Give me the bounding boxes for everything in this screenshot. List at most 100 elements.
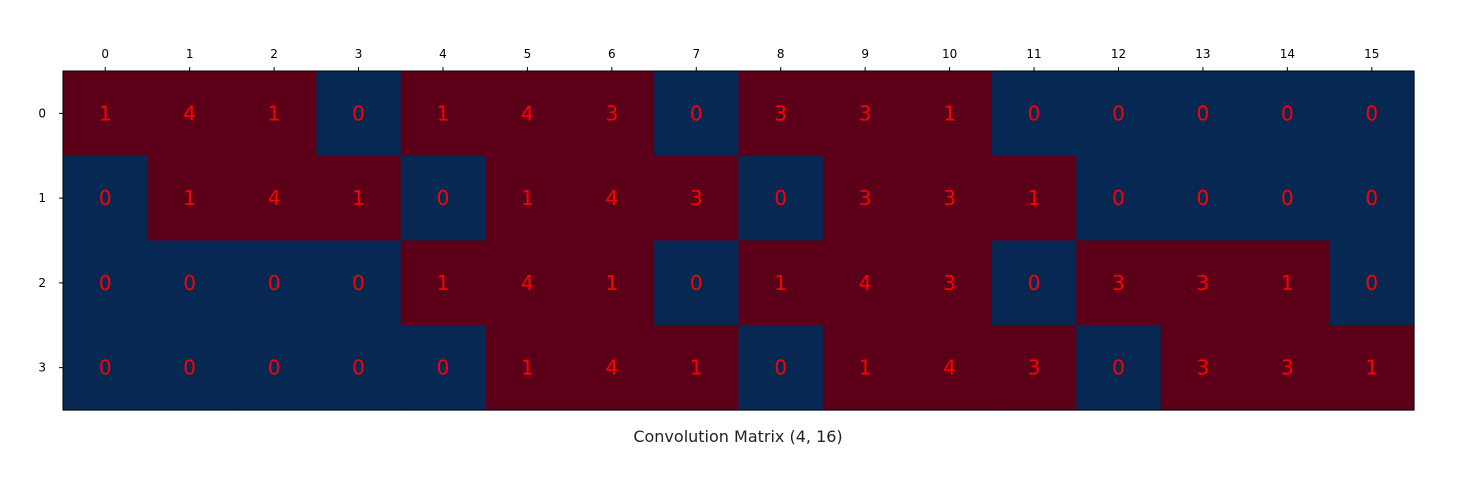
cell-value-r2-c3: 0 bbox=[352, 271, 365, 295]
cell-value-r2-c8: 1 bbox=[774, 271, 787, 295]
heatmap-cell-r3-c11 bbox=[991, 325, 1077, 411]
cell-value-r2-c12: 3 bbox=[1112, 271, 1125, 295]
heatmap-cell-r2-c8 bbox=[738, 240, 824, 326]
heatmap-cell-r2-c6 bbox=[569, 240, 655, 326]
cell-value-r0-c13: 0 bbox=[1197, 101, 1210, 125]
x-tick-label-15: 15 bbox=[1364, 47, 1379, 61]
x-axis-label: Convolution Matrix (4, 16) bbox=[633, 427, 842, 446]
cell-value-r0-c14: 0 bbox=[1281, 101, 1294, 125]
cell-value-r3-c15: 1 bbox=[1365, 356, 1378, 380]
heatmap-cell-r3-c10 bbox=[907, 325, 993, 411]
cell-value-r2-c11: 0 bbox=[1028, 271, 1041, 295]
x-tick-label-1: 1 bbox=[186, 47, 194, 61]
heatmap-cell-r0-c1 bbox=[147, 71, 233, 157]
heatmap-cell-r0-c2 bbox=[231, 71, 317, 157]
heatmap-cell-labels: 1 4 1 0 1 4 3 0 3 3 1 0 0 0 0 0 0 1 4 1 0 1 4 3 0 3 3 1 0 0 0 0 0 0 0 0 1 4 1 0… bbox=[99, 101, 1378, 379]
heatmap-cell-r0-c7 bbox=[654, 71, 740, 157]
heatmap-cell-r1-c11 bbox=[991, 155, 1077, 242]
heatmap-cell-r0-c12 bbox=[1076, 71, 1162, 157]
x-tick-label-6: 6 bbox=[608, 47, 616, 61]
heatmap-cell-r2-c11 bbox=[991, 240, 1077, 326]
cell-value-r2-c14: 1 bbox=[1281, 271, 1294, 295]
cell-value-r3-c6: 4 bbox=[605, 356, 618, 380]
x-tick-label-9: 9 bbox=[861, 47, 869, 61]
heatmap-cell-r3-c8 bbox=[738, 325, 824, 411]
heatmap-cell-r1-c7 bbox=[654, 155, 740, 242]
heatmap-cell-r2-c5 bbox=[485, 240, 571, 326]
cell-value-r1-c14: 0 bbox=[1281, 186, 1294, 210]
heatmap-cell-r1-c2 bbox=[231, 155, 317, 242]
cell-value-r1-c7: 3 bbox=[690, 186, 703, 210]
heatmap-cell-r2-c2 bbox=[231, 240, 317, 326]
x-tick-label-11: 11 bbox=[1026, 47, 1041, 61]
cell-value-r1-c2: 4 bbox=[268, 186, 281, 210]
heatmap-cell-r3-c3 bbox=[316, 325, 402, 411]
cell-value-r0-c2: 1 bbox=[268, 101, 281, 125]
heatmap-cell-r2-c9 bbox=[822, 240, 908, 326]
heatmap-cell-r3-c13 bbox=[1160, 325, 1246, 411]
cell-value-r3-c10: 4 bbox=[943, 356, 956, 380]
heatmap-cell-r2-c0 bbox=[63, 240, 149, 326]
y-tick-label-3: 3 bbox=[38, 361, 46, 375]
x-tick-label-10: 10 bbox=[942, 47, 957, 61]
x-tick-label-0: 0 bbox=[101, 47, 109, 61]
heatmap-cell-r0-c13 bbox=[1160, 71, 1246, 157]
x-tick-label-13: 13 bbox=[1195, 47, 1210, 61]
y-tick-label-0: 0 bbox=[38, 106, 46, 120]
cell-value-r3-c1: 0 bbox=[183, 356, 196, 380]
heatmap-cell-r3-c7 bbox=[654, 325, 740, 411]
cell-value-r0-c8: 3 bbox=[774, 101, 787, 125]
heatmap-cell-r0-c4 bbox=[400, 71, 486, 157]
x-tick-label-4: 4 bbox=[439, 47, 447, 61]
x-tick-label-8: 8 bbox=[777, 47, 785, 61]
heatmap-cells bbox=[63, 71, 1415, 411]
heatmap-cell-r2-c1 bbox=[147, 240, 233, 326]
cell-value-r2-c10: 3 bbox=[943, 271, 956, 295]
heatmap-cell-r1-c12 bbox=[1076, 155, 1162, 242]
plot-frame bbox=[62, 70, 1415, 411]
heatmap-cell-r0-c6 bbox=[569, 71, 655, 157]
heatmap-cell-r3-c6 bbox=[569, 325, 655, 411]
x-tick-label-12: 12 bbox=[1111, 47, 1126, 61]
cell-value-r0-c7: 0 bbox=[690, 101, 703, 125]
heatmap-cell-r0-c9 bbox=[822, 71, 908, 157]
cell-value-r0-c1: 4 bbox=[183, 101, 196, 125]
cell-value-r2-c2: 0 bbox=[268, 271, 281, 295]
heatmap-cell-r0-c8 bbox=[738, 71, 824, 157]
cell-value-r3-c14: 3 bbox=[1281, 356, 1294, 380]
cell-value-r2-c13: 3 bbox=[1197, 271, 1210, 295]
x-tick-label-5: 5 bbox=[524, 47, 532, 61]
heatmap-cell-r1-c1 bbox=[147, 155, 233, 242]
cell-value-r0-c10: 1 bbox=[943, 101, 956, 125]
cell-value-r3-c3: 0 bbox=[352, 356, 365, 380]
heatmap-cell-r2-c10 bbox=[907, 240, 993, 326]
cell-value-r1-c4: 0 bbox=[437, 186, 450, 210]
cell-value-r0-c15: 0 bbox=[1365, 101, 1378, 125]
cell-value-r0-c5: 4 bbox=[521, 101, 534, 125]
cell-value-r3-c4: 0 bbox=[437, 356, 450, 380]
cell-value-r2-c4: 1 bbox=[437, 271, 450, 295]
cell-value-r2-c15: 0 bbox=[1365, 271, 1378, 295]
heatmap-cell-r1-c0 bbox=[63, 155, 149, 242]
cell-value-r0-c12: 0 bbox=[1112, 101, 1125, 125]
cell-value-r3-c8: 0 bbox=[774, 356, 787, 380]
cell-value-r2-c7: 0 bbox=[690, 271, 703, 295]
cell-value-r1-c6: 4 bbox=[605, 186, 618, 210]
heatmap-cell-r3-c0 bbox=[63, 325, 149, 411]
cell-value-r3-c12: 0 bbox=[1112, 356, 1125, 380]
heatmap-cell-r0-c0 bbox=[63, 71, 149, 157]
heatmap-cell-r3-c15 bbox=[1329, 325, 1415, 411]
y-tick-label-2: 2 bbox=[38, 276, 46, 290]
heatmap-cell-r2-c4 bbox=[400, 240, 486, 326]
cell-value-r3-c2: 0 bbox=[268, 356, 281, 380]
heatmap-cell-r3-c4 bbox=[400, 325, 486, 411]
heatmap-cell-r1-c3 bbox=[316, 155, 402, 242]
y-axis-ticks: 0 1 2 3 bbox=[38, 106, 63, 375]
heatmap-cell-r0-c5 bbox=[485, 71, 571, 157]
cell-value-r0-c0: 1 bbox=[99, 101, 112, 125]
heatmap-cell-r2-c13 bbox=[1160, 240, 1246, 326]
cell-value-r1-c12: 0 bbox=[1112, 186, 1125, 210]
cell-value-r3-c7: 1 bbox=[690, 356, 703, 380]
cell-value-r1-c1: 1 bbox=[183, 186, 196, 210]
